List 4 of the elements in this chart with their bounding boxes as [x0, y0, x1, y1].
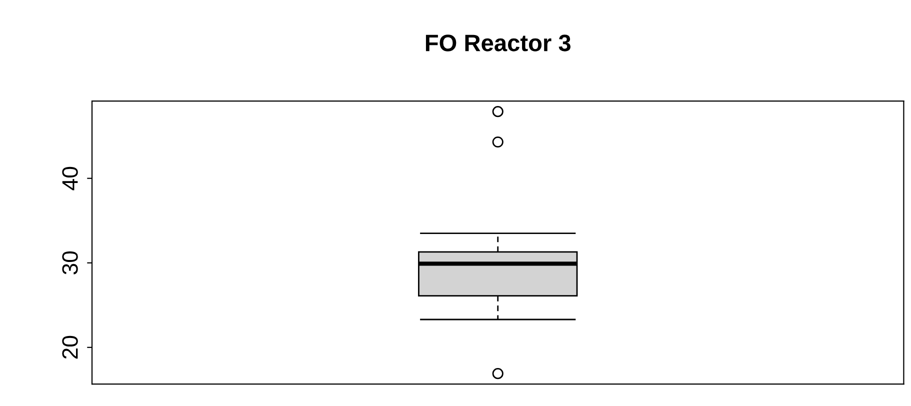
- y-tick-label: 40: [62, 166, 78, 190]
- y-tick-label: 30: [62, 251, 78, 274]
- chart-title: FO Reactor 3: [426, 34, 570, 52]
- y-tick-label: 20: [62, 336, 78, 359]
